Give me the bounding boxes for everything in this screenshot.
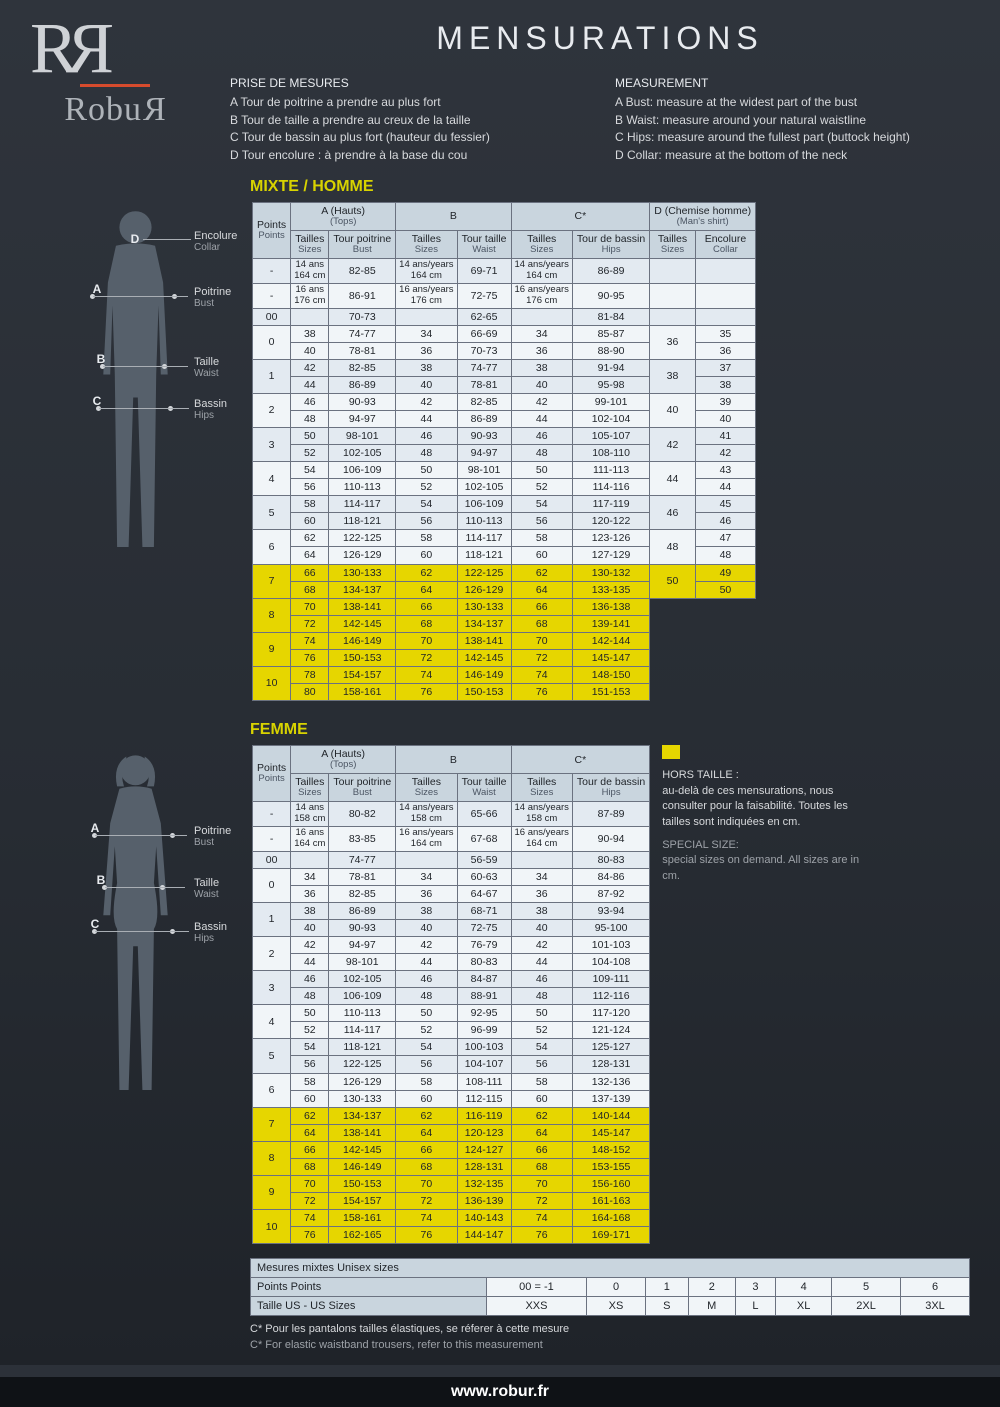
- section-femme-title: FEMME: [250, 721, 970, 739]
- highlight-swatch: [662, 745, 680, 759]
- brand-logo: RR RobuR: [30, 20, 200, 129]
- footer-url: www.robur.fr: [0, 1377, 1000, 1407]
- section-homme-title: MIXTE / HOMME: [250, 178, 970, 196]
- page-title: MENSURATIONS: [230, 20, 970, 57]
- table-femme: PointsPointsA (Hauts)(Tops)BC*TaillesSiz…: [252, 745, 650, 1244]
- brand-word: RobuR: [30, 91, 200, 129]
- footnotes: C* Pour les pantalons tailles élastiques…: [250, 1322, 970, 1353]
- table-unisex: Mesures mixtes Unisex sizesPoints Points…: [250, 1258, 970, 1316]
- table-homme: PointsPointsA (Hauts)(Tops)BC*D (Chemise…: [252, 202, 756, 701]
- silhouette-male: D EncolureCollar A PoitrineBust B: [30, 202, 240, 582]
- special-size-note: HORS TAILLE : au-delà de ces mensuration…: [662, 745, 872, 884]
- instructions: PRISE DE MESURES A Tour de poitrine a pr…: [230, 75, 970, 164]
- silhouette-female: A PoitrineBust B TailleWaist C: [30, 745, 240, 1125]
